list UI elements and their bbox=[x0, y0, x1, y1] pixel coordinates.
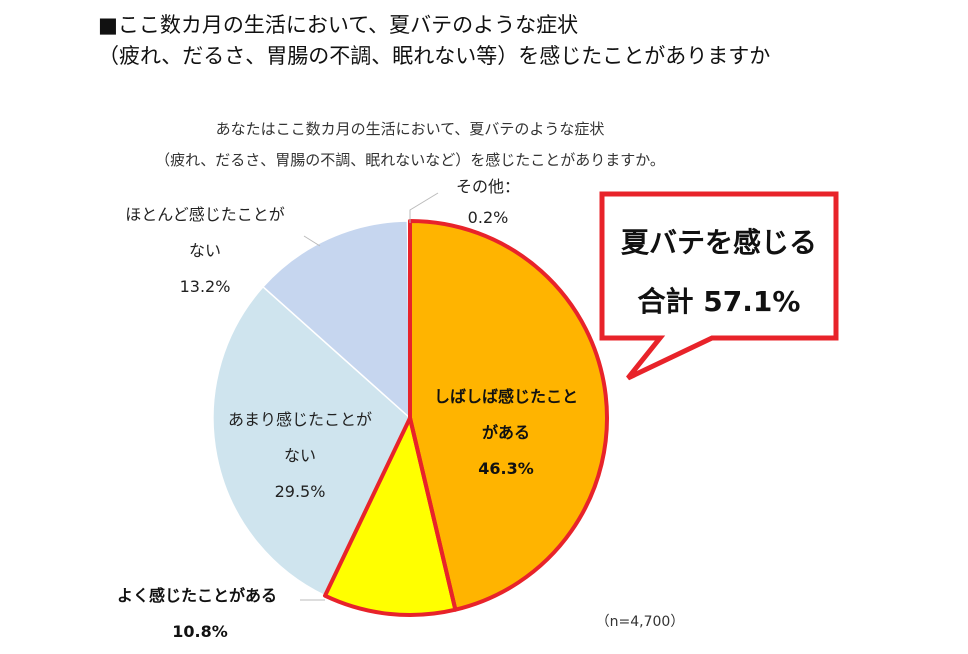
question-line1: あなたはここ数カ月の生活において、夏バテのような症状 bbox=[216, 120, 605, 138]
callout-line1: 夏バテを感じる bbox=[621, 226, 817, 259]
page-title-line1: ■ここ数カ月の生活において、夏バテのような症状 bbox=[98, 13, 579, 37]
callout-bubble bbox=[599, 191, 839, 381]
slice-label-other: その他： bbox=[456, 177, 520, 196]
page-title-line2: （疲れ、だるさ、胃腸の不調、眠れない等）を感じたことがありますか bbox=[98, 44, 771, 68]
slice-value-frequently: 46.3% bbox=[478, 459, 534, 478]
slice-label-frequently: しばしば感じたこと bbox=[434, 387, 578, 406]
leader-line-other bbox=[409, 192, 439, 223]
slice-label-hardly-2: ない bbox=[189, 241, 221, 260]
pie-slice-hardly bbox=[261, 220, 411, 420]
leader-line-hardly bbox=[303, 235, 321, 247]
slice-label-frequently-2: がある bbox=[482, 423, 530, 442]
question-line2: （疲れ、だるさ、胃腸の不調、眠れないなど）を感じたことがありますか。 bbox=[155, 151, 665, 169]
slice-value-other: 0.2% bbox=[468, 208, 509, 227]
slice-label-hardly: ほとんど感じたことが bbox=[125, 205, 285, 224]
sample-size-note: （n=4,700） bbox=[596, 614, 685, 630]
highlight-border-frequently bbox=[408, 219, 609, 612]
callout-line2: 合計 57.1% bbox=[638, 285, 801, 318]
highlight-border-often bbox=[323, 416, 458, 617]
slice-value-hardly: 13.2% bbox=[180, 277, 231, 296]
slice-label-rarely: あまり感じたことが bbox=[228, 410, 372, 429]
slice-label-rarely-2: ない bbox=[284, 446, 316, 465]
highlight-outline bbox=[323, 219, 609, 617]
slice-label-often: よく感じたことがある bbox=[117, 586, 277, 605]
slice-value-often: 10.8% bbox=[172, 622, 228, 641]
slice-value-rarely: 29.5% bbox=[275, 482, 326, 501]
